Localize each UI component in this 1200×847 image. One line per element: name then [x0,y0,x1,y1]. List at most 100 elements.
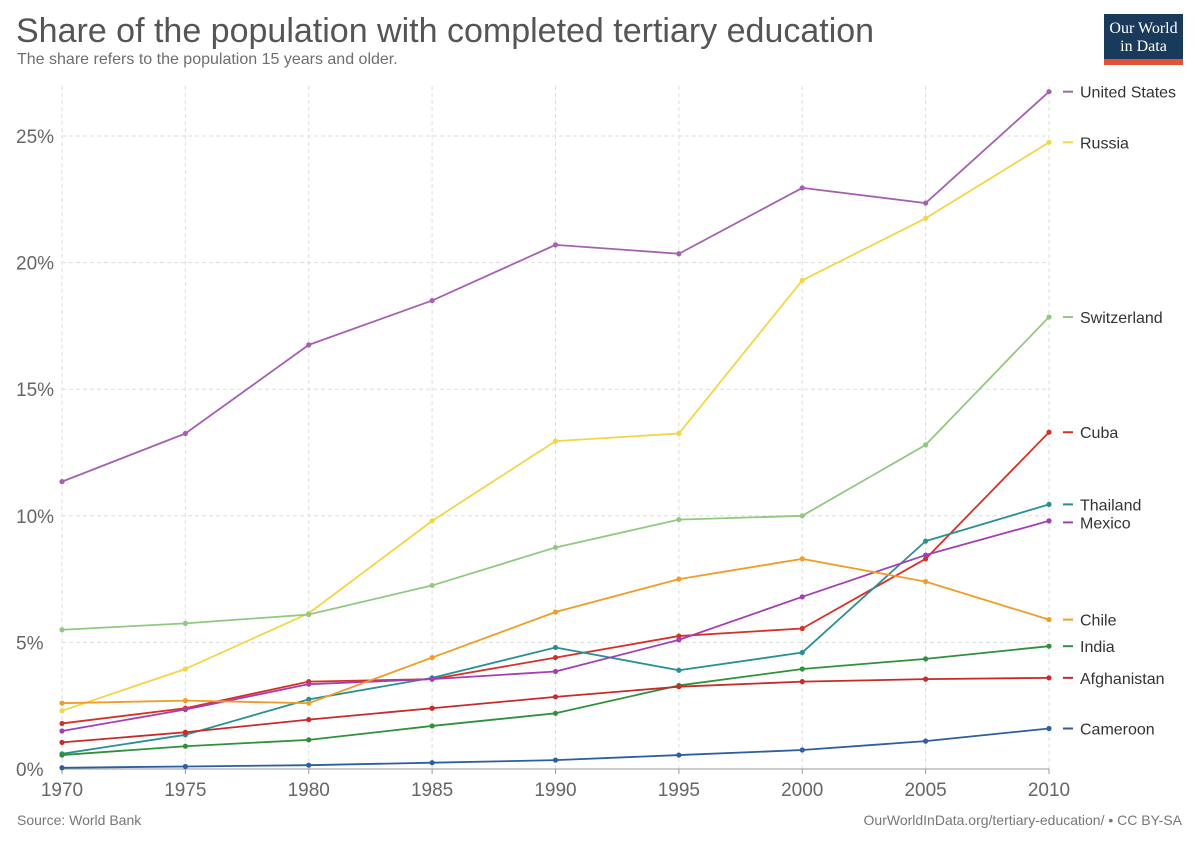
data-point-mexico [552,668,559,675]
legend-label-cuba: Cuba [1080,425,1118,442]
data-point-mexico [799,594,805,600]
attribution-link[interactable]: OurWorldInData.org/tertiary-education/ •… [863,812,1182,828]
data-point-india [59,752,65,758]
data-point-united-states [182,430,188,437]
legend-item-afghanistan: Afghanistan [1063,671,1165,688]
series-lines [59,89,1052,771]
data-point-chile [59,700,65,706]
data-point-afghanistan [429,705,435,711]
legend-item-united-states: United States [1063,85,1176,102]
data-point-cuba [923,556,929,562]
series-thailand [59,501,1052,757]
logo-accent-bar [1104,59,1183,65]
legend-label-united-states: United States [1080,85,1176,102]
series-afghanistan [59,675,1052,746]
x-tick-label: 1980 [288,780,330,801]
data-point-cuba [59,720,65,727]
logo-line-2: in Data [1120,38,1167,55]
data-point-united-states [429,297,435,304]
data-point-chile [182,698,188,704]
data-point-cuba [1046,429,1052,435]
data-point-afghanistan [923,676,929,682]
data-point-india [306,737,312,743]
data-point-chile [923,579,929,585]
x-tick-labels: 1970 1975 1980 1985 1990 1995 2000 2005 2010 [41,780,1070,801]
data-point-mexico [182,706,188,713]
owid-logo[interactable]: Our World in Data [1104,14,1183,65]
data-point-russia [1046,139,1052,145]
x-tick-label: 2010 [1028,780,1070,801]
data-point-thailand [1046,501,1052,508]
legend-label-chile: Chile [1080,613,1117,630]
data-point-mexico [1046,518,1052,524]
data-point-cuba [676,633,682,639]
x-tick-label: 1970 [41,780,83,801]
legend-item-india: India [1063,639,1115,656]
x-tick-label: 1990 [534,780,576,801]
y-tick-labels: 0% 5% 10% 15% 20% 25% [16,127,54,781]
data-point-chile [429,654,435,661]
data-point-chile [552,609,559,615]
y-tick-label: 0% [16,760,44,781]
chart-subtitle: The share refers to the population 15 ye… [17,51,398,68]
data-point-switzerland [552,544,559,551]
data-point-mexico [429,676,435,682]
data-point-afghanistan [1046,675,1052,681]
legend: United States Russia Switzerland Cuba Thaila… [1063,85,1176,738]
data-point-switzerland [676,516,682,523]
data-point-india [799,666,805,672]
data-point-united-states [1046,89,1052,95]
data-point-russia [552,438,559,444]
y-tick-label: 15% [16,380,54,401]
data-point-cameroon [429,760,435,766]
legend-item-thailand: Thailand [1063,497,1141,514]
data-point-united-states [306,342,312,348]
source-note[interactable]: Source: World Bank [17,812,142,828]
legend-item-cuba: Cuba [1063,425,1118,442]
x-tick-label: 1985 [411,780,453,801]
data-point-chile [799,556,805,562]
legend-label-switzerland: Switzerland [1080,310,1163,327]
legend-label-thailand: Thailand [1080,497,1141,514]
legend-item-cameroon: Cameroon [1063,721,1155,738]
data-point-united-states [59,479,65,485]
x-gridlines [61,86,1050,769]
data-point-afghanistan [306,717,312,723]
data-point-switzerland [182,620,188,627]
data-point-cameroon [923,738,929,744]
data-point-mexico [923,552,929,558]
data-point-united-states [799,185,805,191]
data-point-cameroon [676,752,682,758]
legend-label-afghanistan: Afghanistan [1080,671,1165,688]
data-point-russia [799,277,805,283]
data-point-united-states [552,242,559,248]
data-point-cuba [799,625,805,632]
data-point-mexico [306,681,312,687]
data-point-thailand [552,644,559,651]
data-point-mexico [59,728,65,734]
data-point-india [429,723,435,729]
data-point-switzerland [306,611,312,618]
data-point-cameroon [799,747,805,753]
data-point-thailand [306,696,312,702]
data-point-cameroon [182,763,188,770]
x-tick-label: 1995 [658,780,700,801]
data-point-united-states [676,251,682,257]
data-point-russia [182,666,188,672]
y-tick-label: 25% [16,127,54,148]
legend-label-mexico: Mexico [1080,515,1131,532]
data-point-cameroon [552,757,559,763]
data-point-india [1046,643,1052,649]
data-point-russia [923,215,929,221]
data-point-india [923,656,929,662]
data-point-thailand [923,538,929,544]
x-tick-label: 1975 [164,780,206,801]
data-point-afghanistan [182,729,188,735]
series-india [59,643,1052,758]
legend-label-india: India [1080,639,1115,656]
data-point-afghanistan [552,694,559,700]
data-point-chile [676,576,682,582]
x-tick-label: 2005 [904,780,946,801]
x-axis [61,768,1050,774]
